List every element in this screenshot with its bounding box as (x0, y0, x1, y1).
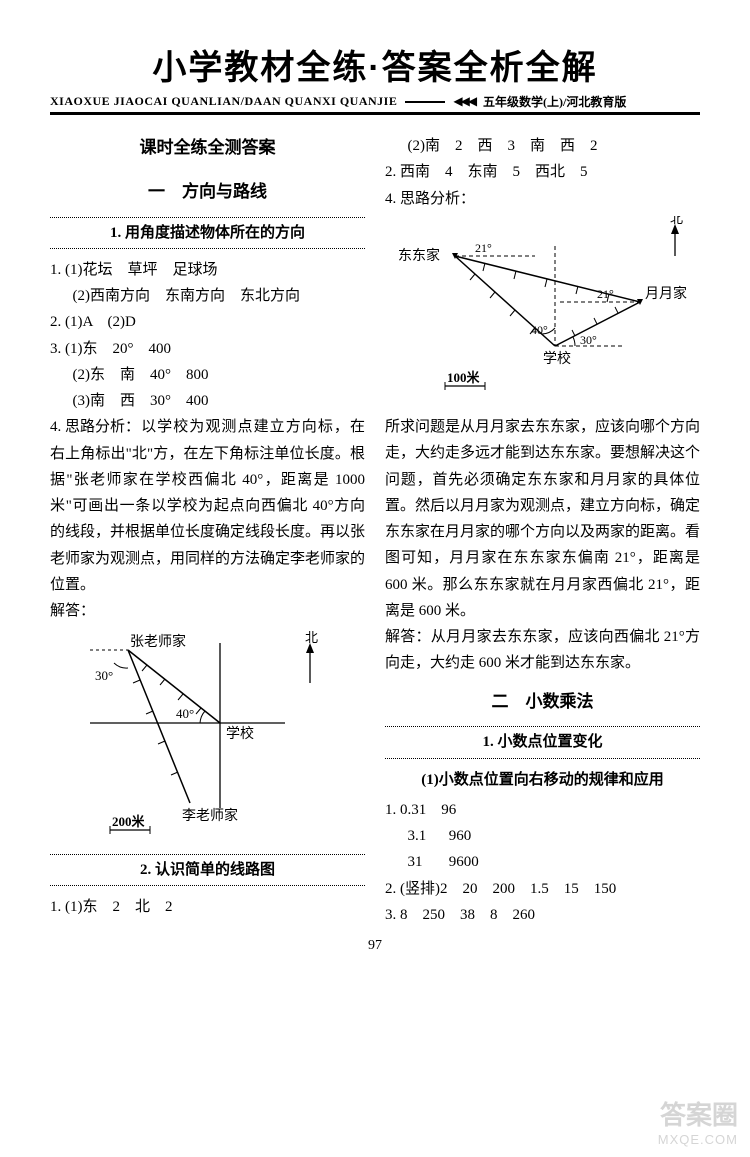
header: 小学教材全练·答案全析全解 XIAOXUE JIAOCAI QUANLIAN/D… (50, 40, 700, 115)
r-body2: 解答：从月月家去东东家，应该向西偏北 21°方向走，大约走 600 米才能到达东… (385, 624, 700, 677)
fig2-scale: 100米 (447, 370, 481, 385)
r-section-1: 1. 小数点位置变化 (385, 726, 700, 758)
q-s2-1: 1. (1)东 2 北 2 (50, 894, 365, 920)
right-column: (2)南 2 西 3 南 西 2 2. 西南 4 东南 5 西北 5 4. 思路… (385, 133, 700, 928)
fig2-a21b: 21° (597, 287, 614, 301)
r3: 3. 8 250 38 8 260 (385, 902, 700, 928)
pinyin: XIAOXUE JIAOCAI QUANLIAN/DAAN QUANXI QUA… (50, 94, 397, 109)
fig2-dong: 东东家 (398, 247, 440, 264)
fig1-a40: 40° (176, 706, 194, 721)
arrows: ◀◀◀ (453, 94, 475, 109)
columns: 课时全练全测答案 一 方向与路线 1. 用角度描述物体所在的方向 1. (1)花… (50, 133, 700, 928)
figure-2-svg: 北 学校 21° 东东家 (385, 216, 695, 401)
watermark: 答案圈 MXQE.COM (658, 1095, 738, 1147)
fig2-a40: 40° (531, 323, 548, 337)
answers-title: 课时全练全测答案 (50, 133, 365, 163)
figure-1-svg: 北 40° 30° 张老师家 学校 李老师家 (50, 628, 350, 838)
q-s2-1b: (2)南 2 西 3 南 西 2 (385, 133, 700, 159)
q4: 4. 思路分析：以学校为观测点建立方向标，在右上角标出"北"方，在左下角标注单位… (50, 414, 365, 598)
r-body1: 所求问题是从月月家去东东家，应该向哪个方向走，大约走多远才能到达东东家。要想解决… (385, 414, 700, 624)
r-body2-text: 从月月家去东东家，应该向西偏北 21°方向走，大约走 600 米才能到达东东家。 (385, 629, 700, 671)
q-s2-2: 2. 西南 4 东南 5 西北 5 (385, 159, 700, 185)
q1-2: (2)西南方向 东南方向 东北方向 (50, 283, 365, 309)
rule-short (405, 101, 445, 103)
chapter-1: 一 方向与路线 (50, 177, 365, 207)
figure-1: 北 40° 30° 张老师家 学校 李老师家 (50, 628, 365, 847)
q2: 2. (1)A (2)D (50, 309, 365, 335)
q3-3: (3)南 西 30° 400 (50, 388, 365, 414)
section-2-banner: 2. 认识简单的线路图 (50, 854, 365, 886)
fig2-a21a: 21° (475, 241, 492, 255)
fig1-zhang: 张老师家 (130, 633, 186, 650)
fig1-li: 李老师家 (182, 807, 238, 824)
page-number: 97 (50, 938, 700, 954)
sub-row: XIAOXUE JIAOCAI QUANLIAN/DAAN QUANXI QUA… (50, 93, 700, 110)
header-rule (50, 112, 700, 115)
fig2-a30: 30° (580, 333, 597, 347)
watermark-line2: MXQE.COM (658, 1132, 738, 1147)
q3-1: 3. (1)东 20° 400 (50, 336, 365, 362)
fig1-scale: 200米 (112, 814, 146, 829)
fig2-school: 学校 (543, 350, 571, 367)
answer-label: 解答： (50, 598, 365, 624)
section-1-banner: 1. 用角度描述物体所在的方向 (50, 217, 365, 249)
chapter-2: 二 小数乘法 (385, 687, 700, 717)
q4-body: 以学校为观测点建立方向标，在右上角标出"北"方，在左下角标注单位长度。根据"张老… (50, 419, 365, 593)
r1b: 3.1 960 (385, 823, 700, 849)
watermark-line1: 答案圈 (658, 1095, 738, 1132)
fig1-school: 学校 (226, 725, 254, 742)
fig1-a30: 30° (95, 668, 113, 683)
figure-2: 北 学校 21° 东东家 (385, 216, 700, 410)
r1a: 1. 0.31 96 (385, 797, 700, 823)
q1-1: 1. (1)花坛 草坪 足球场 (50, 257, 365, 283)
q3-2: (2)东 南 40° 800 (50, 362, 365, 388)
r-sub-1: (1)小数点位置向右移动的规律和应用 (385, 767, 700, 793)
left-column: 课时全练全测答案 一 方向与路线 1. 用角度描述物体所在的方向 1. (1)花… (50, 133, 365, 928)
q4-lead: 4. 思路分析： (50, 414, 140, 440)
r2: 2. (竖排)2 20 200 1.5 15 150 (385, 876, 700, 902)
fig2-yue: 月月家 (645, 285, 687, 302)
fig1-north: 北 (305, 630, 318, 645)
r-body2-lead: 解答： (385, 629, 431, 645)
main-title: 小学教材全练·答案全析全解 (50, 40, 700, 89)
q-s2-4: 4. 思路分析： (385, 186, 700, 212)
grade: 五年级数学(上)/河北教育版 (483, 93, 626, 110)
fig2-north: 北 (670, 216, 683, 226)
r1c: 31 9600 (385, 849, 700, 875)
